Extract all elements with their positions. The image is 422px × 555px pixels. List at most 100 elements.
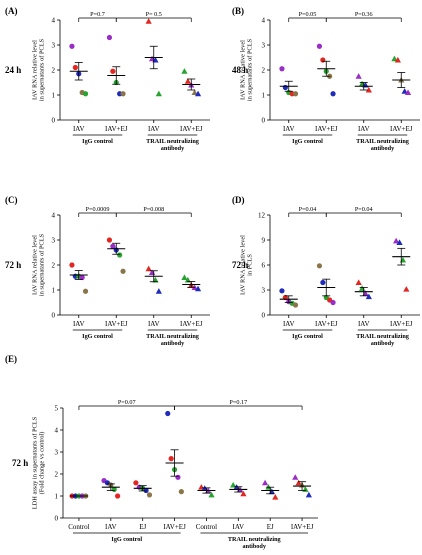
y-axis-label: IAV RNA relative level [32,235,39,295]
x-tick-label: IAV [358,320,370,328]
data-point [155,90,162,97]
group-label: antibody [371,340,395,347]
time-label: 72 h [5,260,21,270]
p-value-label: P= 0.5 [146,11,162,18]
x-tick-label: IAV+EJ [291,523,314,531]
data-point [362,290,369,296]
y-tick-label: 6 [262,261,266,269]
data-point [69,43,75,49]
data-point [110,243,116,249]
chart-panel-3: (C) 72 h 0 1 2 3 4 IAV RNA relative level in sup… [5,195,210,347]
y-tick-label: 1 [52,91,56,99]
data-point [330,299,336,306]
data-point [69,262,75,268]
x-tick-label: IAV [283,125,295,133]
y-tick-label: 4 [55,426,59,434]
y-tick-label: 2 [52,261,56,269]
x-tick-label: IAV+EJ [180,125,203,133]
y-tick-label: 4 [262,16,266,24]
x-tick-label: EJ [267,523,274,531]
group-label: TRAIL neutralizing [146,138,200,145]
y-axis-label: LDH assay in supernatants of PCLS [32,416,39,509]
chart-panel-2: (B) 48 h 0 1 2 3 4 IAV RNA relative level in sup… [232,6,420,152]
data-point [194,90,202,97]
chart-panel-4: (D) 72 h 0 3 6 9 12 IAV RNA relative level in PC… [232,195,420,347]
x-tick-label: IAV [105,523,117,531]
data-point [120,268,126,274]
panel-label: (D) [232,195,245,205]
data-point [184,78,191,84]
data-point [394,56,401,63]
data-point [292,91,299,97]
y-axis-label: in supernatants of PCLS [247,38,254,101]
x-tick-label: IAV [283,320,295,328]
y-tick-label: 2 [262,66,266,74]
data-point [316,263,323,269]
x-tick-label: IAV [358,125,370,133]
data-point [143,487,149,494]
data-point [194,285,202,292]
data-point [272,494,279,500]
data-point [292,474,299,480]
data-point [230,481,237,488]
data-point [106,34,113,41]
x-tick-label: Control [196,523,217,531]
x-tick-label: IAV [148,320,160,328]
data-point [72,64,78,71]
y-tick-label: 0 [262,116,266,124]
p-value-label: P=0.008 [143,206,164,213]
y-tick-label: 3 [52,41,56,49]
data-point [320,279,326,286]
data-point [82,288,89,294]
x-tick-label: IAV [148,125,160,133]
x-tick-label: IAV+EJ [390,320,413,328]
p-value-label: P=0.17 [229,399,247,406]
group-label: TRAIL neutralizing [228,536,282,543]
x-tick-label: EJ [139,523,146,531]
data-point [117,252,123,258]
data-point [396,239,403,245]
data-point [401,88,408,94]
p-value-label: P=0.7 [90,11,105,18]
data-point [191,89,198,95]
data-point [404,89,412,95]
x-tick-label: IAV [233,523,245,531]
y-axis-label: in PCLS [247,254,254,276]
group-label: IgG control [292,138,323,145]
chart-panel-1: (A) 24 h 0 1 2 3 4 IAV RNA relative level in sup… [5,6,210,152]
chart-panel-5: (E) 72 h 0 1 2 3 4 5 LDH assay in supernatants o… [5,354,318,550]
data-point [365,86,372,93]
x-tick-label: IAV+EJ [180,320,203,328]
y-tick-label: 2 [55,470,59,478]
x-tick-label: IAV+EJ [105,125,128,133]
data-point [358,285,366,291]
p-value-label: P=0.04 [355,206,373,213]
y-axis-label: IAV RNA relative level [32,40,39,100]
group-label: TRAIL neutralizing [146,333,200,340]
x-tick-label: IAV+EJ [163,523,186,531]
y-tick-label: 0 [52,311,56,319]
y-tick-label: 0 [52,116,56,124]
group-label: antibody [243,543,267,550]
data-point [165,410,171,417]
y-axis-label: (Fold change vs control) [39,432,46,495]
y-tick-label: 3 [262,286,266,294]
data-point [168,456,174,462]
data-point [146,492,153,498]
y-axis-label: IAV RNA relative level [240,40,247,100]
time-label: 72 h [12,458,28,468]
data-point [399,256,407,263]
data-point [320,57,326,63]
group-label: IgG control [111,536,142,543]
panel-label: (B) [232,6,244,16]
group-label: TRAIL neutralizing [356,138,410,145]
y-tick-label: 1 [52,286,56,294]
y-tick-label: 1 [262,91,266,99]
data-point [184,276,191,283]
y-tick-label: 5 [55,404,59,412]
data-point [175,474,181,480]
group-label: IgG control [82,333,113,340]
data-point [292,302,299,308]
y-tick-label: 4 [52,211,56,219]
